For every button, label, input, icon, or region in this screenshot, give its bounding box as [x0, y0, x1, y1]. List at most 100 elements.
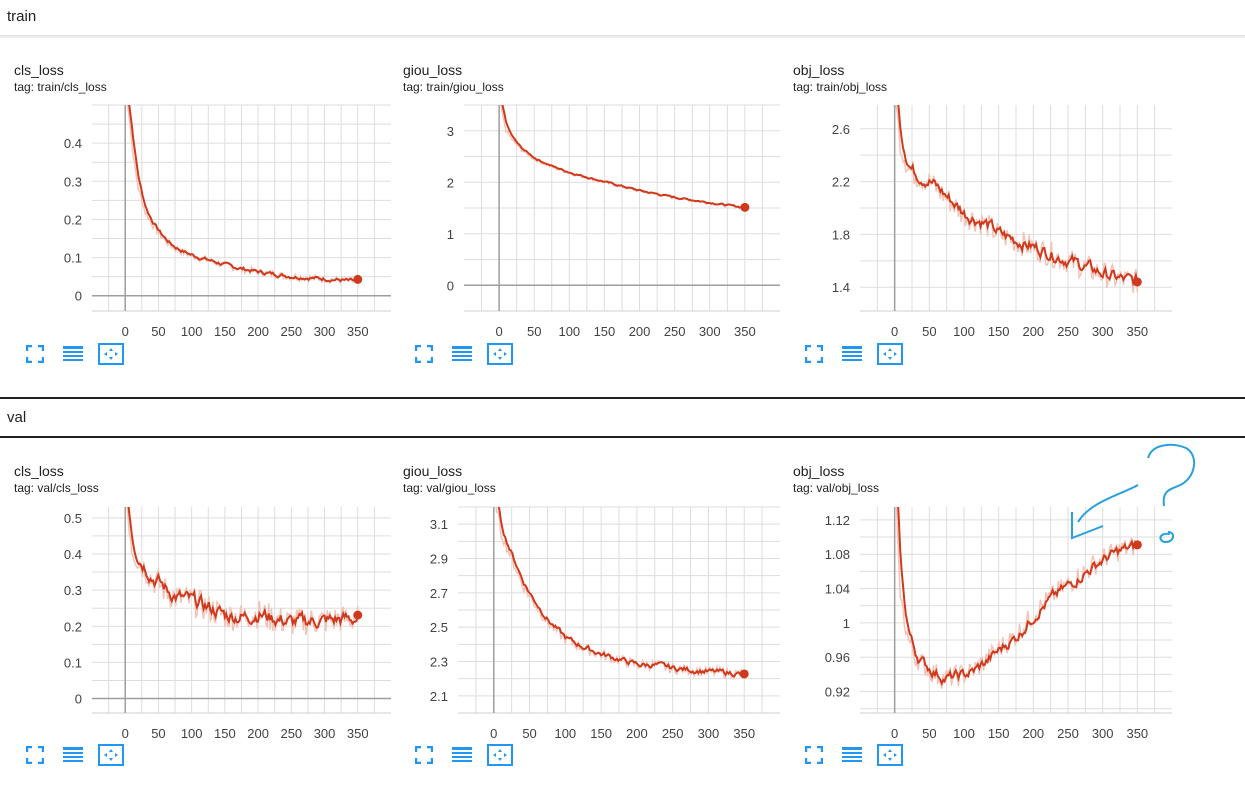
- x-tick-label: 200: [629, 324, 651, 339]
- x-tick-label: 250: [1057, 324, 1079, 339]
- fit-domain-icon[interactable]: [487, 342, 513, 366]
- y-tick-label: 2.2: [832, 175, 850, 190]
- chart-title: obj_loss: [793, 463, 845, 479]
- x-tick-label: 200: [626, 726, 648, 741]
- y-tick-label: 0.2: [64, 619, 82, 634]
- section-divider: [0, 397, 1245, 399]
- x-tick-label: 0: [891, 726, 898, 741]
- y-tick-label: 1.4: [832, 280, 850, 295]
- section-title-val[interactable]: val: [7, 409, 27, 426]
- fullscreen-icon[interactable]: [801, 743, 827, 767]
- x-tick-label: 0: [891, 324, 898, 339]
- fullscreen-icon[interactable]: [22, 342, 48, 366]
- chart-title: cls_loss: [14, 62, 64, 78]
- chart-tag: tag: val/obj_loss: [793, 481, 880, 495]
- x-tick-label: 100: [181, 324, 203, 339]
- section-divider: [0, 436, 1245, 438]
- x-tick-label: 150: [594, 324, 616, 339]
- x-tick-label: 100: [558, 324, 580, 339]
- series-end-point[interactable]: [353, 274, 363, 284]
- x-tick-label: 50: [922, 324, 936, 339]
- line-chart[interactable]: 0 0.1 0.2 0.3 0.4 0.5 0 50 100 150 200 250 300 350: [64, 507, 391, 743]
- fit-domain-icon[interactable]: [98, 743, 124, 767]
- series-end-point[interactable]: [1132, 277, 1142, 287]
- fullscreen-icon[interactable]: [411, 342, 437, 366]
- fit-domain-icon[interactable]: [877, 342, 903, 366]
- series-end-point[interactable]: [740, 202, 750, 212]
- x-tick-label: 0: [122, 726, 129, 741]
- list-icon[interactable]: [449, 743, 475, 767]
- x-tick-label: 350: [1126, 726, 1148, 741]
- x-tick-label: 0: [495, 324, 502, 339]
- x-tick-label: 250: [1057, 726, 1079, 741]
- x-tick-label: 350: [734, 324, 756, 339]
- y-tick-label: 1: [843, 616, 850, 631]
- x-tick-label: 350: [347, 726, 369, 741]
- x-tick-label: 100: [953, 726, 975, 741]
- x-tick-label: 150: [590, 726, 612, 741]
- line-chart[interactable]: 0 1 2 3 0 50 100 150 200 250 300 350: [447, 104, 780, 341]
- x-tick-label: 300: [1092, 726, 1114, 741]
- handwritten-annotation: [1071, 443, 1196, 544]
- y-tick-label: 3: [447, 124, 454, 139]
- line-chart[interactable]: 1.4 1.8 2.2 2.6 0 50 100 150 200 250 300 350: [832, 105, 1172, 341]
- x-tick-label: 0: [490, 726, 497, 741]
- list-icon[interactable]: [839, 342, 865, 366]
- chart-toolbar: [22, 743, 136, 767]
- fullscreen-icon[interactable]: [801, 342, 827, 366]
- annotation-arrow: [1077, 484, 1139, 523]
- y-tick-label: 0.3: [64, 583, 82, 598]
- x-tick-label: 300: [1092, 324, 1114, 339]
- chart-tag: tag: val/cls_loss: [14, 481, 99, 495]
- chart-tag: tag: val/giou_loss: [403, 481, 496, 495]
- chart-title: cls_loss: [14, 463, 64, 479]
- fullscreen-icon[interactable]: [22, 743, 48, 767]
- x-tick-label: 350: [347, 324, 369, 339]
- y-tick-label: 0.96: [825, 650, 850, 665]
- x-tick-label: 150: [988, 726, 1010, 741]
- x-tick-label: 300: [699, 324, 721, 339]
- y-tick-label: 0.2: [64, 212, 82, 227]
- y-tick-label: 1.08: [825, 547, 850, 562]
- series-smoothed-line: [501, 105, 746, 209]
- series-smoothed-line: [127, 507, 359, 630]
- line-chart[interactable]: 2.1 2.3 2.5 2.7 2.9 3.1 0 50 100 150 200 250 300 350: [430, 506, 780, 743]
- y-tick-label: 2.6: [832, 122, 850, 137]
- list-icon[interactable]: [839, 743, 865, 767]
- list-icon[interactable]: [449, 342, 475, 366]
- section-title-train[interactable]: train: [7, 8, 37, 25]
- line-chart[interactable]: 0 0.1 0.2 0.3 0.4 0 50 100 150 200 250 300 350: [64, 104, 391, 341]
- x-tick-label: 200: [247, 324, 269, 339]
- list-icon[interactable]: [60, 342, 86, 366]
- y-tick-label: 3.1: [430, 517, 448, 532]
- x-tick-label: 350: [1126, 324, 1148, 339]
- series-end-point[interactable]: [739, 669, 749, 679]
- y-tick-label: 0.4: [64, 136, 82, 151]
- y-tick-label: 0.5: [64, 511, 82, 526]
- series-smoothed-line: [897, 105, 1139, 287]
- line-chart[interactable]: 0.92 0.96 1 1.04 1.08 1.12 0 50 100 150 200 250 300 3…: [825, 507, 1172, 743]
- x-tick-label: 150: [214, 726, 236, 741]
- series-end-point[interactable]: [353, 610, 363, 620]
- fit-domain-icon[interactable]: [98, 342, 124, 366]
- chart-toolbar: [411, 342, 525, 366]
- x-tick-label: 250: [664, 324, 686, 339]
- y-tick-label: 1.12: [825, 513, 850, 528]
- annotation-question-dot: [1159, 531, 1174, 544]
- x-tick-label: 150: [988, 324, 1010, 339]
- series-end-point[interactable]: [1132, 540, 1142, 550]
- y-tick-label: 0: [447, 278, 454, 293]
- y-tick-label: 2.5: [430, 620, 448, 635]
- fit-domain-icon[interactable]: [877, 743, 903, 767]
- series-smoothed-line: [128, 105, 359, 283]
- annotation-arrow-head: [1071, 512, 1104, 540]
- chart-title: obj_loss: [793, 62, 845, 78]
- x-tick-label: 200: [247, 726, 269, 741]
- y-tick-label: 0.1: [64, 251, 82, 266]
- list-icon[interactable]: [60, 743, 86, 767]
- y-tick-label: 1.8: [832, 227, 850, 242]
- x-tick-label: 50: [527, 324, 541, 339]
- y-tick-label: 0: [75, 289, 82, 304]
- fit-domain-icon[interactable]: [487, 743, 513, 767]
- fullscreen-icon[interactable]: [411, 743, 437, 767]
